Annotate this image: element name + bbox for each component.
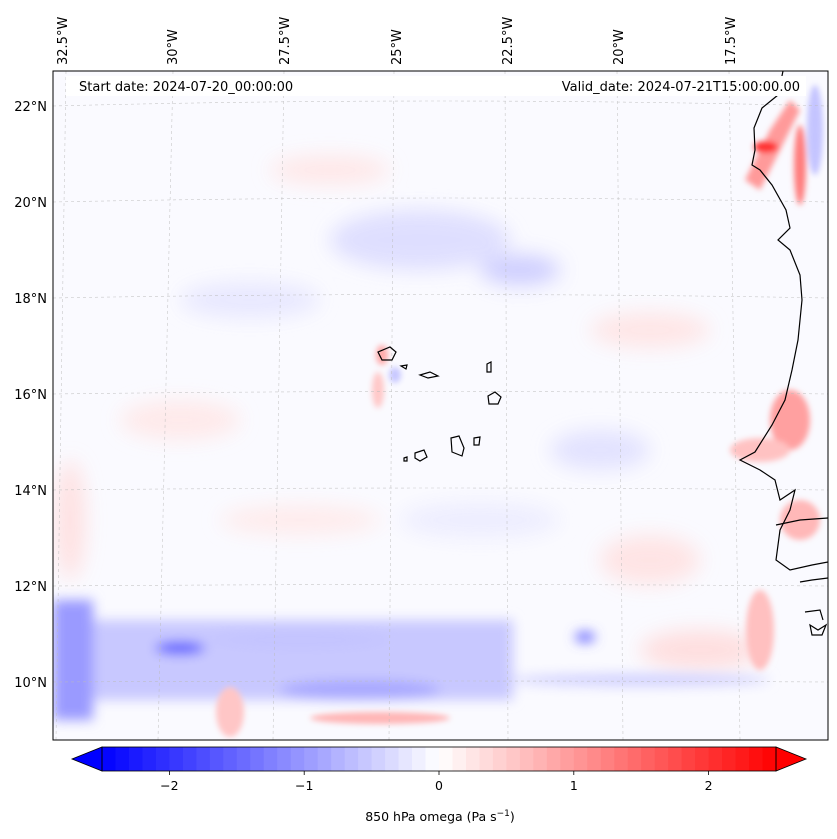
lon-label: 25°W — [390, 29, 405, 65]
lon-label: 20°W — [612, 29, 627, 65]
colorbar-segment — [681, 747, 696, 771]
colorbar-segment — [641, 747, 656, 771]
colorbar-segment — [115, 747, 130, 771]
lat-label: 20°N — [14, 196, 47, 211]
colorbar-segment — [452, 747, 467, 771]
colorbar-segments — [102, 747, 777, 771]
colorbar-segment — [371, 747, 386, 771]
colorbar-segment — [762, 747, 777, 771]
lat-label: 12°N — [14, 580, 47, 595]
colorbar-tick-label: −1 — [295, 778, 313, 793]
island-maio — [473, 436, 481, 446]
colorbar-segment — [560, 747, 575, 771]
colorbar-segment — [587, 747, 602, 771]
gridlines — [53, 71, 828, 740]
lon-label: 32.5°W — [56, 17, 71, 65]
island-santiago — [450, 435, 465, 457]
colorbar-segment — [439, 747, 454, 771]
lat-label: 18°N — [14, 292, 47, 307]
coastline — [738, 71, 828, 636]
omega-field — [53, 85, 823, 737]
colorbar-segment — [722, 747, 737, 771]
colorbar-segment — [102, 747, 117, 771]
colorbar: −2 −1 0 1 2 850 hPa omega (Pa s−1) — [70, 746, 808, 824]
colorbar-segment — [708, 747, 723, 771]
colorbar-segment — [385, 747, 400, 771]
colorbar-tick-label: 2 — [705, 778, 713, 793]
colorbar-segment — [695, 747, 710, 771]
colorbar-segment — [209, 747, 224, 771]
colorbar-segment — [573, 747, 588, 771]
colorbar-tick-label: 0 — [435, 778, 443, 793]
island-fogo — [414, 449, 428, 462]
colorbar-segment — [317, 747, 332, 771]
colorbar-tick-label: −2 — [160, 778, 178, 793]
lon-label: 22.5°W — [501, 17, 516, 65]
map-frame — [52, 70, 829, 741]
colorbar-segment — [425, 747, 440, 771]
colorbar-segment — [546, 747, 561, 771]
colorbar-segment — [654, 747, 669, 771]
colorbar-segment — [223, 747, 238, 771]
island-santo-antao — [377, 346, 397, 361]
colorbar-segment — [290, 747, 305, 771]
colorbar-segment — [519, 747, 534, 771]
colorbar-segment — [304, 747, 319, 771]
lat-label: 22°N — [14, 100, 47, 115]
header-band — [66, 76, 806, 96]
colorbar-tick-label: 1 — [570, 778, 578, 793]
colorbar-segment — [614, 747, 629, 771]
cape-verde-islands — [377, 346, 502, 462]
colorbar-segment — [506, 747, 521, 771]
colorbar-segment — [412, 747, 427, 771]
lon-label: 17.5°W — [724, 17, 739, 65]
lat-label: 16°N — [14, 388, 47, 403]
colorbar-extend-high — [775, 746, 808, 772]
island-boa-vista — [487, 391, 502, 405]
lat-label: 14°N — [14, 484, 47, 499]
lat-label: 10°N — [14, 676, 47, 691]
colorbar-segment — [277, 747, 292, 771]
colorbar-segment — [155, 747, 170, 771]
colorbar-segment — [142, 747, 157, 771]
island-sao-vicente — [399, 364, 408, 370]
colorbar-segment — [668, 747, 683, 771]
colorbar-label: 850 hPa omega (Pa s−1) — [365, 809, 515, 824]
colorbar-segment — [479, 747, 494, 771]
colorbar-segment — [735, 747, 750, 771]
colorbar-segment — [169, 747, 184, 771]
latitude-labels: 22°N 20°N 18°N 16°N 14°N 12°N 10°N — [14, 100, 47, 691]
island-sal — [486, 361, 492, 373]
colorbar-segment — [492, 747, 507, 771]
map-panel: Start date: 2024-07-20_00:00:00 Valid_da… — [52, 70, 829, 741]
colorbar-segment — [236, 747, 251, 771]
colorbar-segment — [533, 747, 548, 771]
colorbar-segment — [600, 747, 615, 771]
colorbar-segment — [344, 747, 359, 771]
lon-label: 27.5°W — [278, 17, 293, 65]
colorbar-segment — [358, 747, 373, 771]
colorbar-extend-low — [70, 746, 103, 772]
valid-date-label: Valid_date: 2024-07-21T15:00:00.00 — [562, 80, 800, 95]
island-brava — [403, 456, 408, 462]
island-sao-nicolau — [418, 371, 440, 379]
start-date-label: Start date: 2024-07-20_00:00:00 — [79, 80, 293, 95]
lon-label: 30°W — [166, 29, 181, 65]
colorbar-segment — [749, 747, 764, 771]
colorbar-segment — [196, 747, 211, 771]
colorbar-segment — [128, 747, 144, 771]
colorbar-segment — [398, 747, 413, 771]
colorbar-segment — [331, 747, 346, 771]
longitude-labels: 32.5°W 30°W 27.5°W 25°W 22.5°W 20°W 17.5… — [56, 17, 739, 65]
colorbar-segment — [250, 747, 265, 771]
colorbar-segment — [465, 747, 481, 771]
colorbar-ticks: −2 −1 0 1 2 — [160, 771, 713, 793]
colorbar-segment — [627, 747, 642, 771]
colorbar-segment — [182, 747, 197, 771]
colorbar-segment — [263, 747, 278, 771]
